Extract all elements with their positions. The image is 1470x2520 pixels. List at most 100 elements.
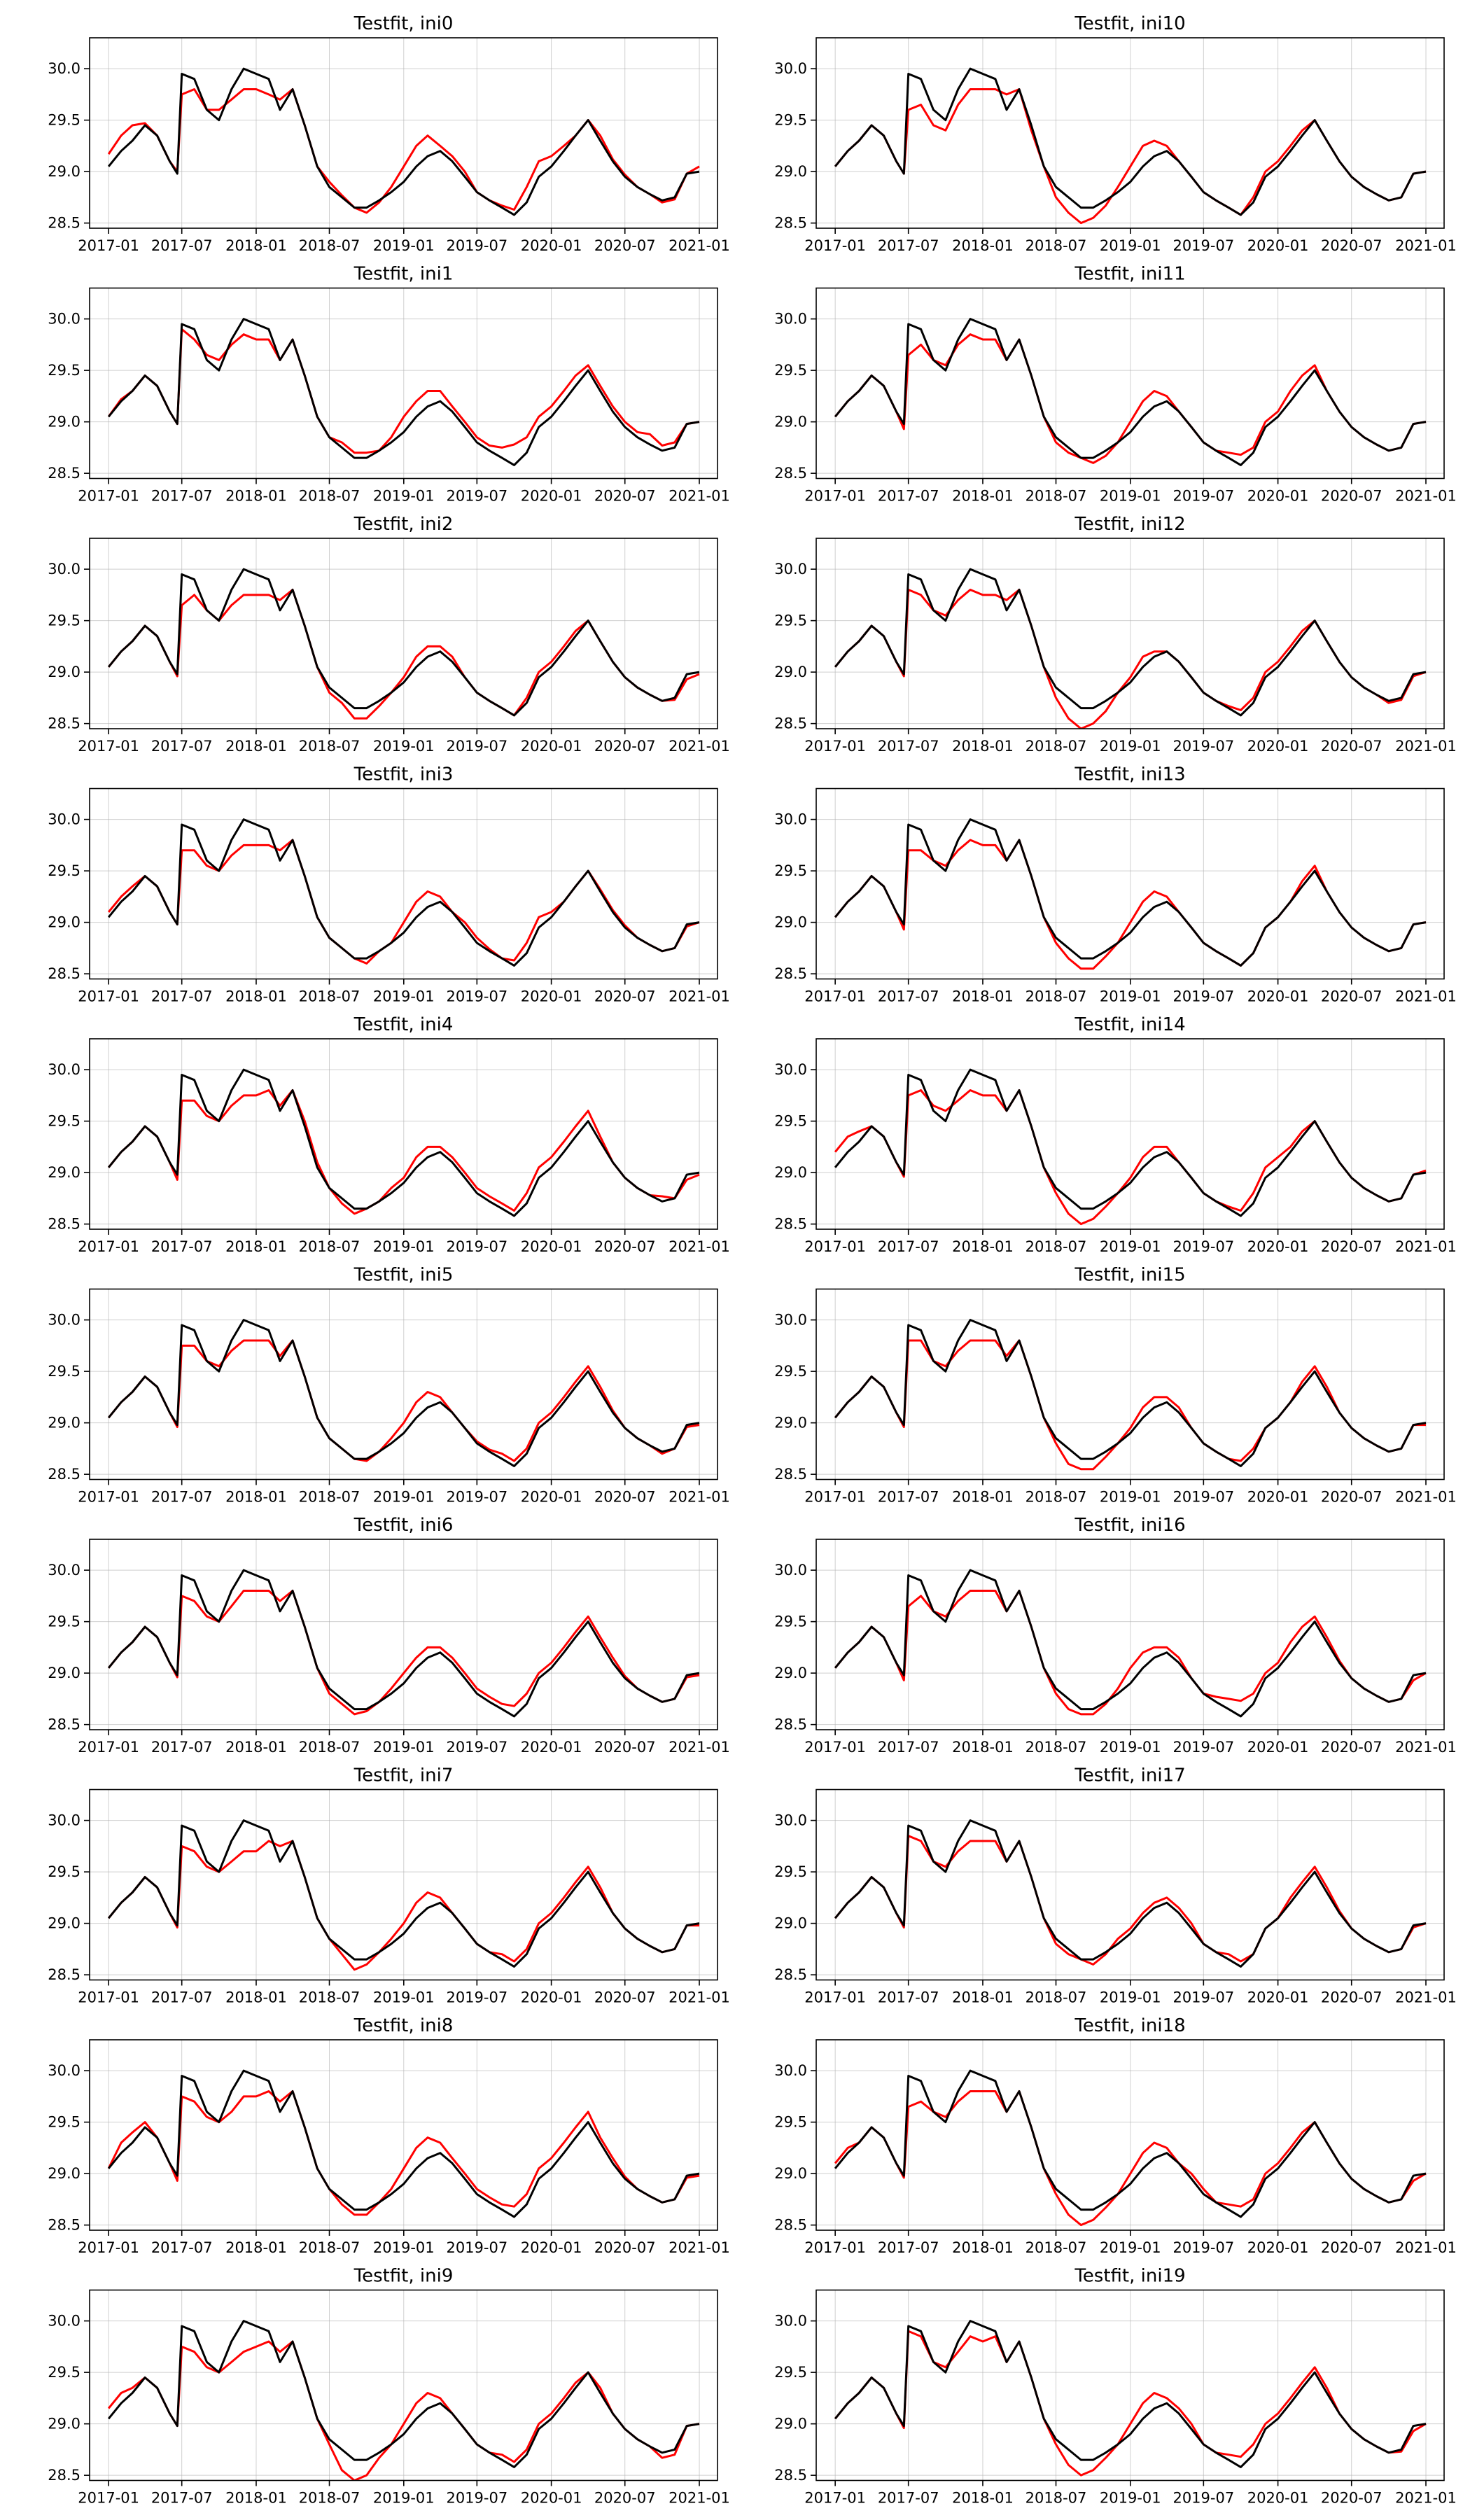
x-tick-label: 2020-07 [1321, 1989, 1382, 2006]
x-tick-label: 2019-01 [373, 1739, 435, 1756]
panel-title: Testfit, ini2 [354, 514, 454, 535]
x-tick-label: 2019-07 [1172, 2239, 1234, 2256]
y-tick-label: 29.0 [48, 1665, 80, 1681]
fit-series-line [107, 1590, 700, 1716]
x-tick-label: 2017-01 [804, 988, 866, 1005]
y-tick-label: 29.5 [48, 1113, 80, 1130]
x-tick-label: 2020-07 [594, 488, 656, 505]
x-tick-label: 2019-01 [373, 237, 435, 254]
x-tick-label: 2020-01 [1247, 1489, 1309, 1506]
x-tick-label: 2021-01 [1395, 488, 1457, 505]
panel-testfit-ini10: 2017-01 2017-07 2018-01 2018-07 2019-01 2019-… [774, 13, 1457, 254]
x-tick-label: 2021-01 [668, 988, 730, 1005]
x-tick-label: 2020-07 [1321, 738, 1382, 755]
x-tick-label: 2021-01 [1395, 2490, 1457, 2507]
x-tick-label: 2020-01 [1247, 237, 1309, 254]
x-tick-label: 2021-01 [1395, 1989, 1457, 2006]
panel-title: Testfit, ini9 [354, 2266, 454, 2287]
x-tick-label: 2020-07 [1321, 488, 1382, 505]
y-tick-label: 28.5 [48, 965, 80, 982]
x-tick-label: 2018-07 [1026, 738, 1087, 755]
observed-series-line [834, 1319, 1427, 1467]
y-tick-label: 29.5 [48, 2114, 80, 2131]
observed-series-line [107, 1569, 700, 1718]
y-tick-label: 30.0 [774, 561, 807, 578]
y-tick-label: 30.0 [774, 60, 807, 77]
x-tick-label: 2020-07 [594, 1238, 656, 1255]
panel-testfit-ini17: 2017-01 2017-07 2018-01 2018-07 2019-01 2019-… [774, 1765, 1457, 2006]
x-tick-label: 2018-07 [1026, 1989, 1087, 2006]
x-tick-label: 2018-07 [1026, 1489, 1087, 1506]
x-tick-label: 2018-01 [952, 988, 1014, 1005]
x-tick-label: 2021-01 [668, 738, 730, 755]
panel-testfit-ini3: 2017-01 2017-07 2018-01 2018-07 2019-01 2019-… [48, 764, 730, 1005]
y-tick-label: 30.0 [48, 1061, 80, 1078]
observed-series-line [834, 568, 1427, 717]
fit-series-line [107, 328, 700, 454]
x-tick-label: 2020-01 [521, 2239, 582, 2256]
y-tick-label: 29.5 [48, 862, 80, 879]
y-tick-label: 28.5 [774, 1716, 807, 1733]
x-tick-label: 2019-07 [446, 1989, 507, 2006]
fit-series-line [107, 1840, 699, 1971]
y-tick-label: 30.0 [774, 1312, 807, 1329]
y-tick-label: 29.0 [774, 2416, 807, 2432]
y-tick-label: 29.0 [774, 1164, 807, 1181]
y-tick-label: 29.5 [774, 2114, 807, 2131]
x-tick-label: 2018-07 [1026, 2239, 1087, 2256]
x-tick-label: 2018-07 [299, 1238, 360, 1255]
x-tick-label: 2017-01 [78, 1739, 139, 1756]
x-tick-label: 2020-01 [1247, 1739, 1309, 1756]
x-tick-label: 2020-07 [594, 2239, 656, 2256]
x-tick-label: 2019-07 [446, 2490, 507, 2507]
y-tick-label: 29.0 [48, 414, 80, 430]
observed-series-line [107, 568, 700, 717]
panel-title: Testfit, ini16 [1074, 1515, 1185, 1536]
y-tick-label: 30.0 [774, 2062, 807, 2079]
x-tick-label: 2020-07 [1321, 2239, 1382, 2256]
y-tick-label: 29.5 [48, 1614, 80, 1630]
x-tick-label: 2017-07 [151, 988, 213, 1005]
y-tick-label: 29.5 [48, 112, 80, 129]
x-tick-label: 2017-01 [804, 1989, 866, 2006]
x-tick-label: 2021-01 [1395, 1489, 1457, 1506]
x-tick-label: 2021-01 [668, 237, 730, 254]
y-tick-label: 30.0 [48, 1562, 80, 1578]
x-tick-label: 2017-01 [78, 488, 139, 505]
x-tick-label: 2019-07 [1172, 237, 1234, 254]
observed-series-line [107, 1819, 700, 1968]
x-tick-label: 2018-01 [225, 2490, 287, 2507]
x-tick-label: 2020-07 [594, 988, 656, 1005]
x-tick-label: 2018-07 [1026, 988, 1087, 1005]
x-tick-label: 2017-01 [78, 988, 139, 1005]
x-tick-label: 2017-07 [151, 1489, 213, 1506]
x-tick-label: 2019-07 [446, 488, 507, 505]
y-tick-label: 28.5 [774, 215, 807, 232]
y-tick-label: 28.5 [48, 1216, 80, 1233]
x-tick-label: 2019-07 [446, 1489, 507, 1506]
x-tick-label: 2021-01 [668, 488, 730, 505]
y-tick-label: 30.0 [48, 561, 80, 578]
x-tick-label: 2020-01 [521, 237, 582, 254]
x-tick-label: 2019-01 [1100, 237, 1161, 254]
x-tick-label: 2020-01 [1247, 2490, 1309, 2507]
x-tick-label: 2020-07 [1321, 2490, 1382, 2507]
y-tick-label: 30.0 [774, 811, 807, 828]
y-tick-label: 28.5 [48, 2217, 80, 2234]
observed-series-line [107, 1068, 700, 1217]
y-tick-label: 30.0 [774, 1562, 807, 1578]
x-tick-label: 2018-07 [1026, 488, 1087, 505]
y-tick-label: 28.5 [774, 2467, 807, 2484]
x-tick-label: 2017-01 [78, 1489, 139, 1506]
x-tick-label: 2020-07 [1321, 1489, 1382, 1506]
observed-series-line [107, 2069, 700, 2218]
x-tick-label: 2020-01 [521, 1739, 582, 1756]
x-tick-label: 2020-01 [1247, 2239, 1309, 2256]
x-tick-label: 2017-07 [878, 1238, 939, 1255]
x-tick-label: 2017-07 [151, 1238, 213, 1255]
y-tick-label: 28.5 [774, 1966, 807, 1983]
x-tick-label: 2019-01 [1100, 1489, 1161, 1506]
panel-testfit-ini4: 2017-01 2017-07 2018-01 2018-07 2019-01 2019-… [48, 1014, 730, 1255]
x-tick-label: 2017-07 [878, 237, 939, 254]
x-tick-label: 2017-01 [804, 2490, 866, 2507]
